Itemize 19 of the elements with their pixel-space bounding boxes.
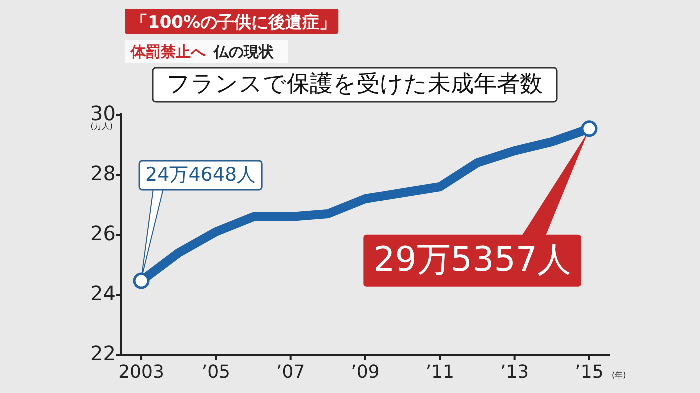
x-tick-label: ’09 (351, 362, 380, 383)
y-tick-label: 26 (90, 221, 116, 246)
annotation: 24万4648人 (146, 164, 256, 186)
annotation: 29万5357人 (374, 240, 572, 280)
text: 仏の現状 (213, 43, 275, 61)
y-tick-label: 22 (90, 341, 116, 366)
y-axis-title: (万人) (90, 122, 113, 131)
x-tick-label: ’07 (276, 362, 306, 383)
text: 体罰禁止へ (130, 43, 207, 61)
x-tick-label: 2003 (118, 362, 164, 383)
y-tick-label: 28 (90, 161, 116, 186)
y-tick-label: 24 (90, 281, 116, 306)
chart-title: フランスで保護を受けた未成年者数 (167, 71, 543, 98)
text: 「100%の子供に後遺症」 (131, 13, 337, 33)
x-tick-label: ’11 (426, 362, 454, 383)
x-tick-label: ’05 (202, 362, 231, 383)
x-axis-title: (年) (612, 371, 626, 380)
x-tick-label: ’13 (500, 362, 530, 383)
x-tick-label: ’15 (575, 362, 604, 383)
